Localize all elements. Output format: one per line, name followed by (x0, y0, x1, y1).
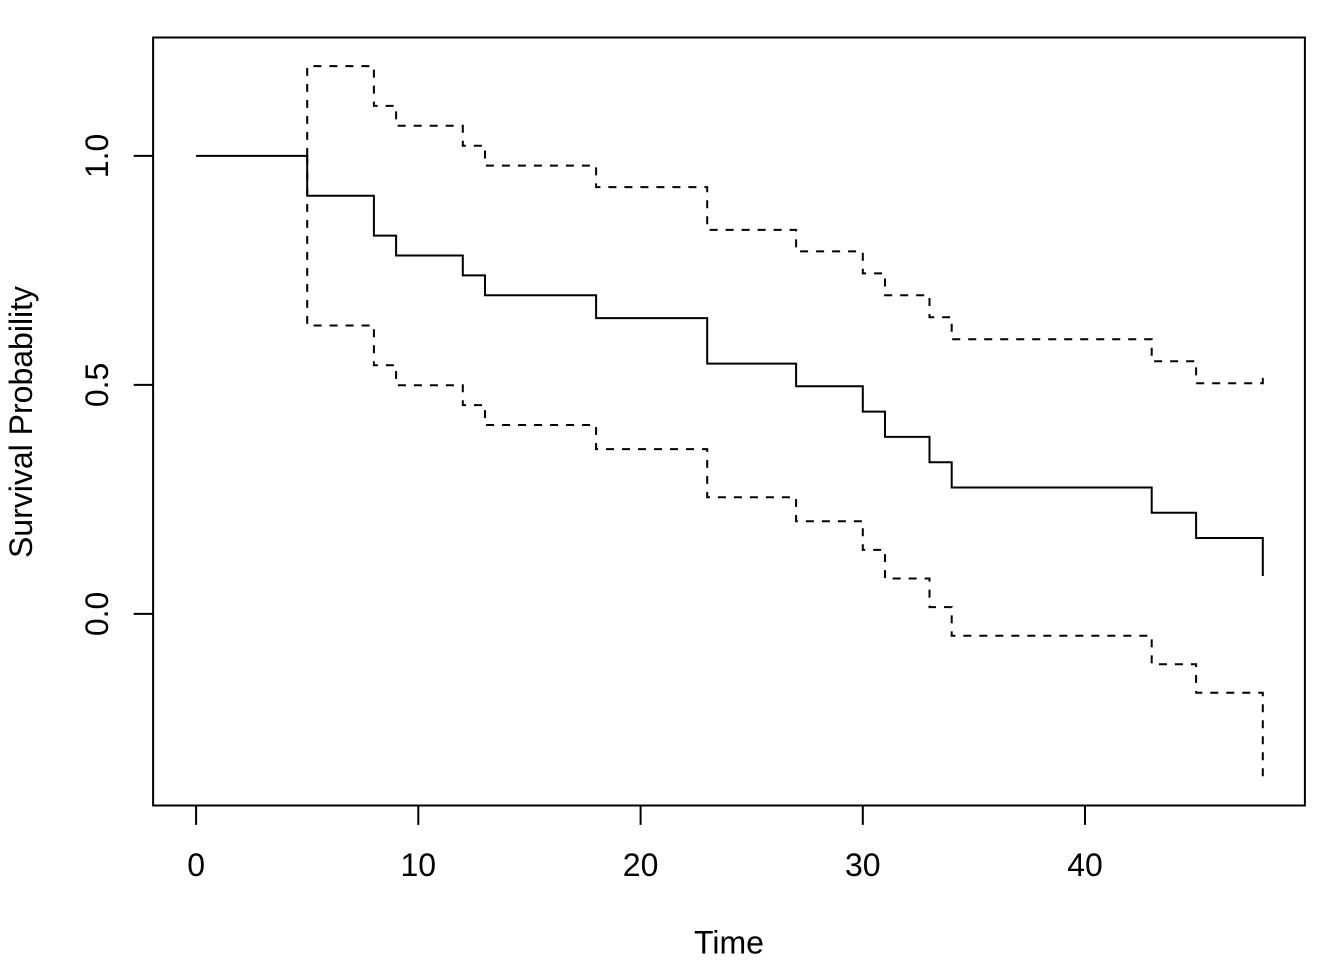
svg-text:10: 10 (401, 847, 437, 883)
svg-text:0.0: 0.0 (79, 592, 115, 636)
svg-text:0: 0 (187, 847, 205, 883)
svg-text:Survival Probability: Survival Probability (3, 286, 39, 558)
svg-text:20: 20 (623, 847, 659, 883)
svg-text:40: 40 (1067, 847, 1103, 883)
svg-text:0.5: 0.5 (79, 363, 115, 407)
svg-text:30: 30 (845, 847, 881, 883)
svg-text:Time: Time (694, 924, 764, 960)
svg-text:1.0: 1.0 (79, 134, 115, 178)
